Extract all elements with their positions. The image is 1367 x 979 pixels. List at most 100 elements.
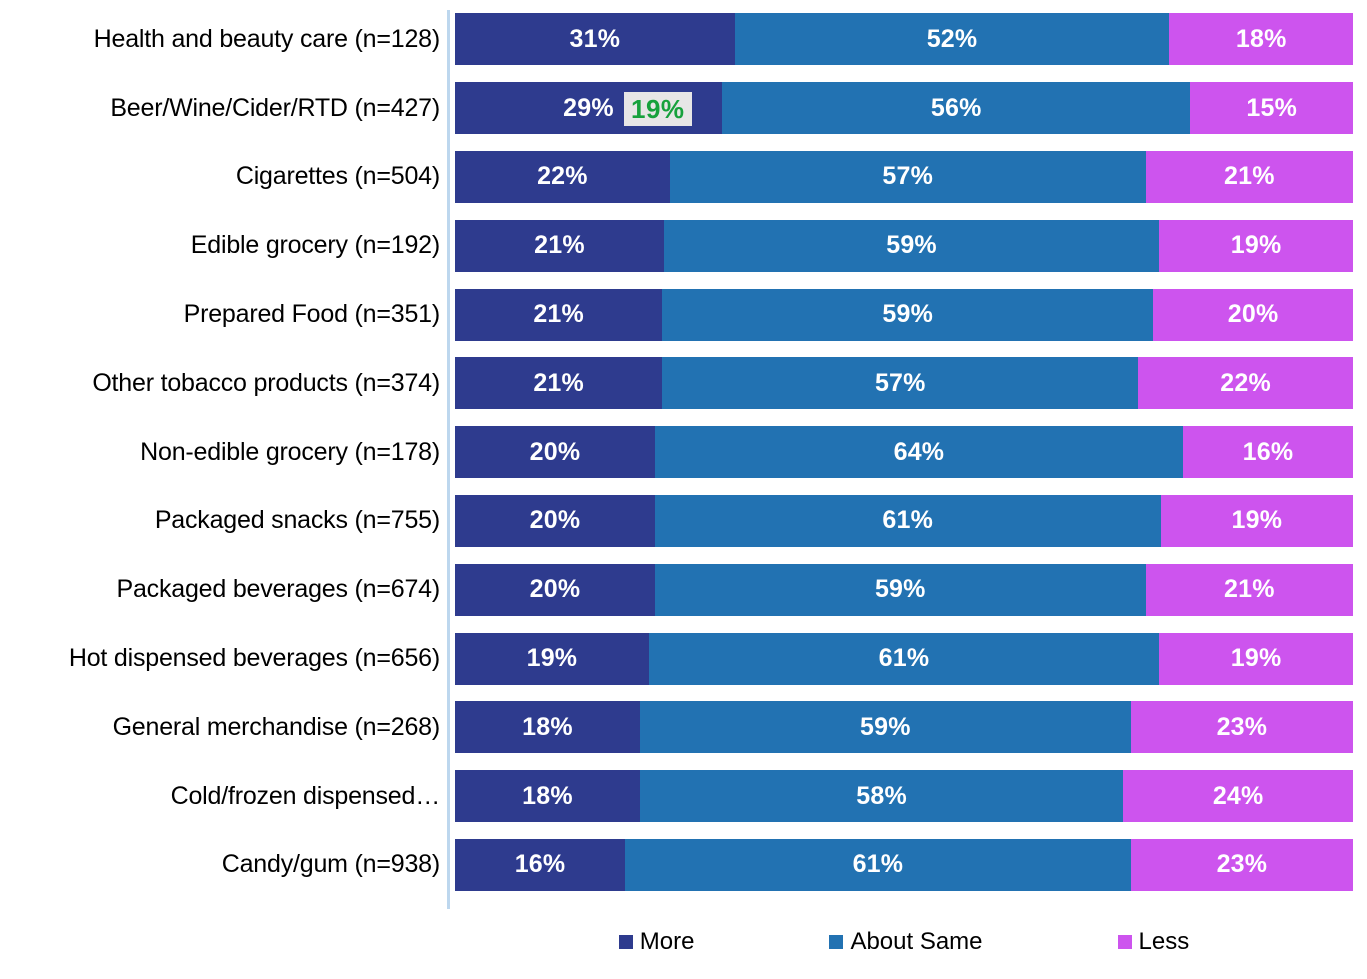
segment-value-label: 61% <box>878 644 930 673</box>
segment-value-label: 19% <box>526 644 578 673</box>
segment-value-label: 59% <box>860 712 911 741</box>
chart-plot-area: Health and beauty care (n=128) 31% 52% 18% B… <box>0 5 1354 900</box>
segment-value-label: 20% <box>529 575 581 604</box>
chart-legend: More About Same Less <box>455 928 1353 956</box>
bar-segment-more: 21% <box>455 288 663 341</box>
edited-data-label: 19% <box>624 92 692 127</box>
chart-row: Prepared Food (n=351) 21% 59% 20% <box>0 280 1353 349</box>
segment-value-label: 19% <box>1230 644 1282 673</box>
chart-row: Cigarettes (n=504) 22% 57% 21% <box>0 143 1353 212</box>
segment-value-label: 22% <box>1220 368 1271 397</box>
segment-value-label: 57% <box>882 162 934 191</box>
bar-segment-less: 19% <box>1159 219 1353 272</box>
category-label: General merchandise (n=268) <box>112 712 441 741</box>
bar-segment-more: 18% <box>455 701 640 754</box>
bar-group: 18% 59% 23% <box>455 701 1353 754</box>
bar-segment-about-same: 59% <box>654 563 1146 616</box>
bar-segment-more: 31% <box>455 13 735 66</box>
segment-value-label: 21% <box>1224 162 1275 191</box>
bar-segment-more: 16% <box>455 838 626 891</box>
segment-value-label: 58% <box>856 781 907 810</box>
bar-segment-less: 23% <box>1130 701 1353 754</box>
bar-segment-about-same: 61% <box>648 632 1160 685</box>
bar-group: 21% 59% 19% <box>455 219 1353 272</box>
category-label: Other tobacco products (n=374) <box>92 368 440 397</box>
legend-swatch-icon <box>618 935 633 949</box>
bar-segment-about-same: 64% <box>654 426 1183 479</box>
category-label: Packaged beverages (n=674) <box>116 575 441 604</box>
segment-value-label: 29% <box>563 93 614 122</box>
bar-segment-less: 24% <box>1123 770 1353 823</box>
bar-group: 31% 52% 18% <box>455 13 1354 66</box>
category-label: Candy/gum (n=938) <box>221 850 440 879</box>
chart-row: Cold/frozen dispensed… 18% 58% 24% <box>0 762 1353 831</box>
bar-group: 18% 58% 24% <box>455 770 1353 823</box>
bar-segment-less: 20% <box>1153 288 1353 341</box>
segment-value-label: 23% <box>1216 712 1268 741</box>
segment-value-label: 56% <box>930 93 982 122</box>
segment-value-label: 64% <box>893 437 945 466</box>
category-label: Edible grocery (n=192) <box>190 231 440 260</box>
bar-group: 20% 61% 19% <box>455 494 1353 547</box>
legend-label: More <box>639 928 695 955</box>
chart-row: Packaged snacks (n=755) 20% 61% 19% <box>0 487 1353 556</box>
chart-row: Beer/Wine/Cider/RTD (n=427) 29% 56% 15% 19% <box>0 74 1353 143</box>
legend-item-more: More <box>618 928 695 956</box>
segment-value-label: 18% <box>1235 24 1287 53</box>
segment-value-label: 57% <box>874 368 926 397</box>
bar-group: 20% 64% 16% <box>455 426 1353 479</box>
segment-value-label: 22% <box>537 162 588 191</box>
chart-row: Non-edible grocery (n=178) 20% 64% 16% <box>0 418 1353 487</box>
segment-value-label: 16% <box>514 850 566 879</box>
bar-segment-more: 20% <box>455 494 655 547</box>
chart-row: Health and beauty care (n=128) 31% 52% 18% <box>0 5 1354 74</box>
segment-value-label: 20% <box>529 437 581 466</box>
bar-group: 29% 56% 15% 19% <box>455 82 1353 135</box>
bar-segment-about-same: 57% <box>669 150 1146 203</box>
bar-segment-less: 19% <box>1159 632 1353 685</box>
chart-row: Edible grocery (n=192) 21% 59% 19% <box>0 211 1353 280</box>
bar-group: 20% 59% 21% <box>455 563 1353 616</box>
legend-swatch-icon <box>829 935 844 949</box>
bar-group: 21% 57% 22% <box>455 357 1353 410</box>
legend-swatch-icon <box>1117 935 1132 949</box>
bar-segment-about-same: 56% <box>722 82 1191 135</box>
category-label: Packaged snacks (n=755) <box>154 506 440 535</box>
bar-group: 21% 59% 20% <box>455 288 1353 341</box>
category-label: Cold/frozen dispensed… <box>170 781 441 810</box>
bar-segment-about-same: 61% <box>625 838 1131 891</box>
bar-group: 22% 57% 21% <box>455 150 1353 203</box>
bar-segment-more: 20% <box>455 426 655 479</box>
bar-segment-less: 23% <box>1130 838 1353 891</box>
category-label: Hot dispensed beverages (n=656) <box>68 644 440 673</box>
bar-segment-about-same: 59% <box>639 701 1131 754</box>
legend-label: About Same <box>850 928 983 955</box>
segment-value-label: 24% <box>1212 781 1264 810</box>
segment-value-label: 20% <box>1227 300 1279 329</box>
bar-segment-less: 15% <box>1190 82 1353 135</box>
bar-segment-about-same: 52% <box>734 13 1170 66</box>
bar-segment-about-same: 58% <box>639 770 1124 823</box>
bar-group: 16% 61% 23% <box>455 838 1353 891</box>
segment-value-label: 18% <box>522 712 573 741</box>
bar-segment-more: 18% <box>455 770 640 823</box>
segment-value-label: 20% <box>529 506 581 535</box>
bar-segment-more: 20% <box>455 563 655 616</box>
chart-row: General merchandise (n=268) 18% 59% 23% <box>0 693 1353 762</box>
category-label: Prepared Food (n=351) <box>183 300 441 329</box>
bar-group: 19% 61% 19% <box>455 632 1353 685</box>
bar-segment-more: 22% <box>455 150 670 203</box>
bar-segment-less: 22% <box>1138 357 1353 410</box>
segment-value-label: 15% <box>1246 93 1298 122</box>
bar-segment-more: 19% <box>455 632 649 685</box>
category-label: Beer/Wine/Cider/RTD (n=427) <box>110 93 440 122</box>
segment-value-label: 61% <box>852 850 904 879</box>
bar-segment-less: 18% <box>1169 13 1354 66</box>
bar-segment-about-same: 59% <box>662 288 1154 341</box>
segment-value-label: 21% <box>533 300 584 329</box>
bar-segment-less: 16% <box>1182 426 1353 479</box>
segment-value-label: 23% <box>1216 850 1268 879</box>
segment-value-label: 31% <box>569 24 621 53</box>
chart-row: Candy/gum (n=938) 16% 61% 23% <box>0 831 1353 900</box>
